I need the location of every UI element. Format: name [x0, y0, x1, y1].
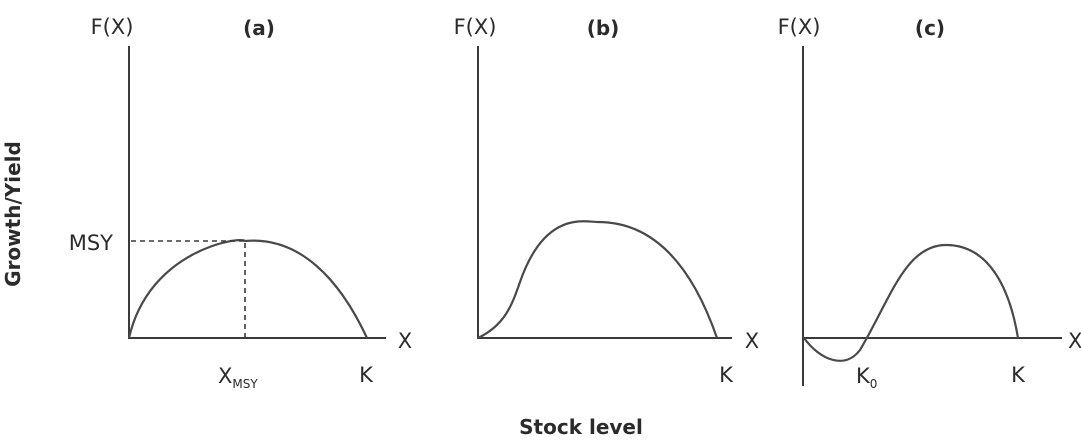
panel-a-growth-curve — [127, 239, 368, 339]
y-axis-title: Growth/Yield — [1, 141, 25, 287]
panel-c-title: (c) — [915, 16, 945, 40]
panel-a-xmsy-label: XMSY — [218, 364, 258, 391]
x-axis-title: Stock level — [519, 415, 643, 439]
panel-a-k-label: K — [359, 363, 374, 387]
panel-b-y-label: F(X) — [454, 15, 497, 39]
panel-a-y-label: F(X) — [91, 15, 134, 39]
panel-a-x-label: X — [398, 329, 412, 353]
panel-a-msy-label: MSY — [69, 231, 113, 255]
panel-b-x-label: X — [745, 329, 759, 353]
panel-c: F(X) (c) K0 K X — [778, 15, 1081, 391]
panel-b-title: (b) — [587, 16, 620, 40]
panel-c-k-label: K — [1011, 363, 1026, 387]
panel-b: F(X) (b) K X — [454, 15, 760, 387]
panel-c-k0-main: K — [856, 364, 871, 388]
panel-c-k0-label: K0 — [856, 364, 877, 391]
panel-c-x-label: X — [1068, 329, 1081, 353]
panel-a-title: (a) — [243, 16, 275, 40]
panel-c-y-label: F(X) — [778, 15, 821, 39]
panel-a-xmsy-sub: MSY — [232, 377, 258, 391]
panel-b-growth-curve — [477, 220, 719, 339]
panel-c-k0-sub: 0 — [870, 377, 878, 391]
panel-a: F(X) (a) MSY XMSY K X — [69, 15, 412, 391]
panel-b-k-label: K — [719, 363, 734, 387]
panel-c-growth-curve — [803, 243, 1020, 362]
panel-a-xmsy-main: X — [218, 364, 232, 388]
